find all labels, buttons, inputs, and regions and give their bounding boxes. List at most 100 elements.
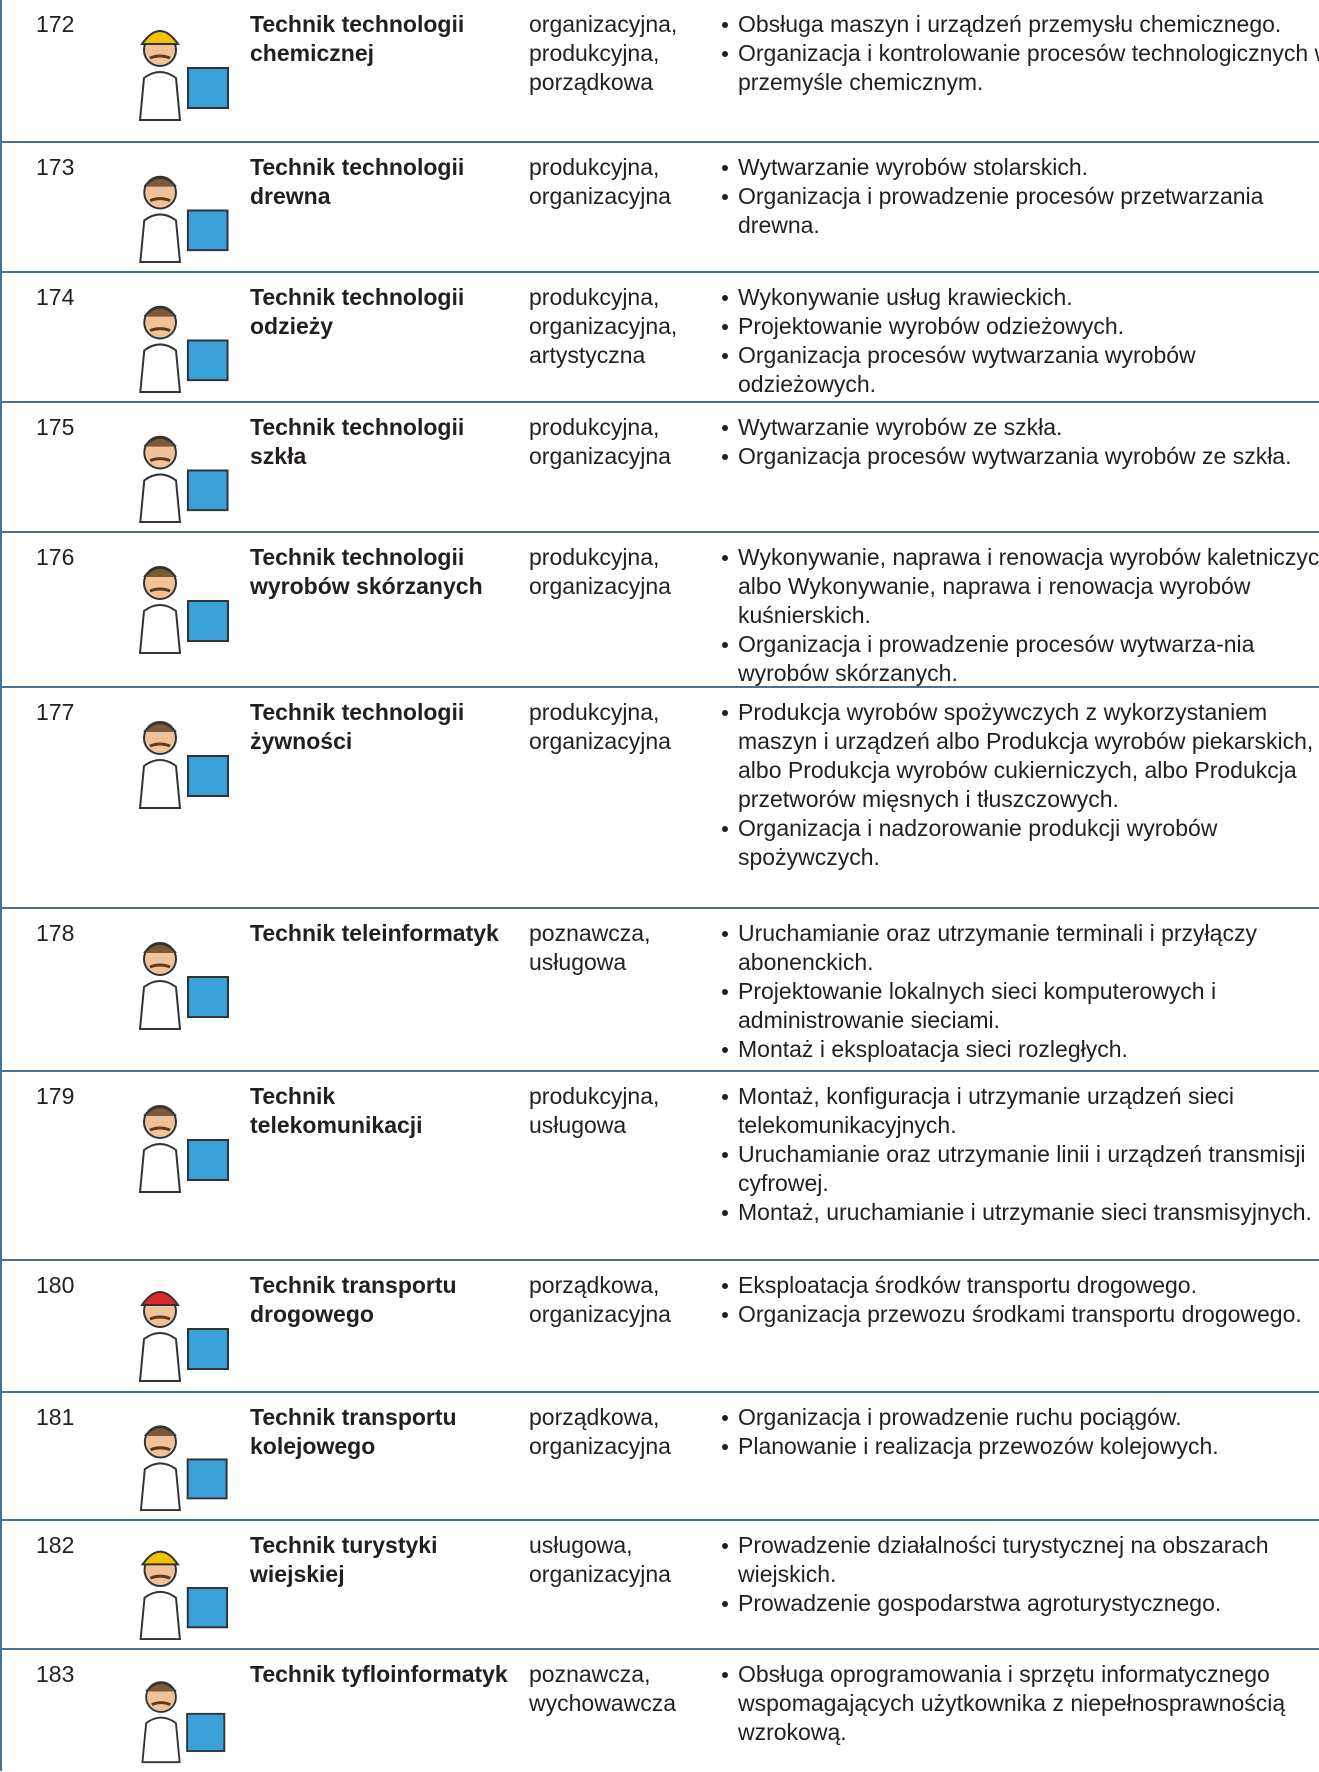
task-list: Organizacja i prowadzenie ruchu pociągów…	[714, 1403, 1319, 1461]
row-number: 179	[36, 1083, 75, 1109]
task-item: Organizacja i prowadzenie procesów wytwa…	[722, 630, 1319, 688]
row-number: 180	[36, 1272, 75, 1298]
table-row: 183 Technik tyfloinformatyk poznawcza, wy…	[2, 1648, 1319, 1771]
task-item: Organizacja procesów wytwarzania wyrobów…	[722, 442, 1319, 471]
row-number: 181	[36, 1404, 75, 1430]
task-item: Organizacja przewozu środkami transportu…	[722, 1300, 1319, 1329]
row-number: 172	[36, 11, 75, 37]
row-number: 182	[36, 1532, 75, 1558]
illustration	[110, 541, 240, 663]
task-item: Uruchamianie oraz utrzymanie linii i urz…	[722, 1140, 1319, 1198]
illustration	[110, 1080, 240, 1202]
profession-name: Technik technologii chemicznej	[250, 11, 465, 66]
illustration-svg	[139, 1425, 228, 1512]
row-number: 175	[36, 414, 75, 440]
task-list: Uruchamianie oraz utrzymanie terminali i…	[714, 919, 1319, 1064]
task-item: Wytwarzanie wyrobów stolarskich.	[722, 153, 1319, 182]
task-list: Prowadzenie działalności turystycznej na…	[714, 1531, 1319, 1618]
interest-areas: usługowa, organizacyjna	[529, 1532, 671, 1587]
profession-name: Technik technologii odzieży	[250, 284, 465, 339]
table-row: 179 Technik telekomunikacji produkcyjna, …	[2, 1070, 1319, 1259]
profession-name: Technik transportu drogowego	[250, 1272, 457, 1327]
illustration	[110, 696, 240, 818]
task-item: Prowadzenie gospodarstwa agroturystyczne…	[722, 1589, 1319, 1618]
row-number: 174	[36, 284, 75, 310]
illustration-svg	[138, 1291, 229, 1382]
row-number: 173	[36, 154, 75, 180]
illustration	[110, 151, 240, 272]
illustration-svg	[139, 1550, 229, 1641]
task-item: Montaż, uruchamianie i utrzymanie sieci …	[722, 1198, 1319, 1227]
illustration	[110, 1529, 240, 1649]
profession-name: Technik teleinformatyk	[250, 920, 499, 946]
task-list: Obsługa maszyn i urządzeń przemysłu chem…	[714, 10, 1319, 97]
row-number: 177	[36, 699, 75, 725]
illustration-svg	[139, 175, 229, 264]
illustration-svg	[138, 566, 229, 654]
task-item: Produkcja wyrobów spożywczych z wykorzys…	[722, 698, 1319, 814]
task-list: Montaż, konfiguracja i utrzymanie urządz…	[714, 1082, 1319, 1227]
illustration	[110, 411, 240, 532]
row-number: 178	[36, 920, 75, 946]
profession-name: Technik technologii szkła	[250, 414, 465, 469]
task-item: Projektowanie wyrobów odzieżowych.	[722, 312, 1319, 341]
table-row: 173 Technik technologii drewna produkcyjn…	[2, 141, 1319, 271]
row-number: 176	[36, 544, 75, 570]
interest-areas: produkcyjna, organizacyjna	[529, 699, 671, 754]
task-item: Prowadzenie działalności turystycznej na…	[722, 1531, 1319, 1589]
profession-name: Technik tyfloinformatyk	[250, 1661, 508, 1687]
illustration-svg	[139, 305, 229, 394]
task-item: Obsługa maszyn i urządzeń przemysłu chem…	[722, 10, 1319, 39]
illustration	[110, 8, 240, 130]
task-list: Eksploatacja środków transportu drogoweg…	[714, 1271, 1319, 1329]
interest-areas: produkcyjna, organizacyjna	[529, 414, 671, 469]
profession-name: Technik transportu kolejowego	[250, 1404, 457, 1459]
task-list: Wykonywanie usług krawieckich. Projektowa…	[714, 283, 1319, 399]
table-row: 175 Technik technologii szkła produkcyjna…	[2, 401, 1319, 531]
table-row: 181 Technik transportu kolejowego porządk…	[2, 1391, 1319, 1519]
task-list: Wytwarzanie wyrobów ze szkła. Organizacja…	[714, 413, 1319, 471]
task-item: Eksploatacja środków transportu drogoweg…	[722, 1271, 1319, 1300]
task-item: Montaż i eksploatacja sieci rozległych.	[722, 1035, 1319, 1064]
row-number: 183	[36, 1661, 75, 1687]
interest-areas: poznawcza, usługowa	[529, 920, 651, 975]
profession-name: Technik telekomunikacji	[250, 1083, 423, 1138]
interest-areas: produkcyjna, organizacyjna	[529, 544, 671, 599]
profession-name: Technik turystyki wiejskiej	[250, 1532, 438, 1587]
illustration	[110, 1401, 240, 1520]
profession-name: Technik technologii wyrobów skórzanych	[250, 544, 483, 599]
illustration-svg	[138, 30, 229, 121]
task-item: Planowanie i realizacja przewozów kolejo…	[722, 1432, 1319, 1461]
profession-name: Technik technologii drewna	[250, 154, 465, 209]
task-item: Organizacja procesów wytwarzania wyrobów…	[722, 341, 1319, 399]
task-item: Montaż, konfiguracja i utrzymanie urządz…	[722, 1082, 1319, 1140]
interest-areas: organizacyjna, produkcyjna, porządkowa	[529, 11, 678, 95]
task-item: Wytwarzanie wyrobów ze szkła.	[722, 413, 1319, 442]
task-list: Wytwarzanie wyrobów stolarskich. Organiza…	[714, 153, 1319, 240]
task-item: Organizacja i prowadzenie procesów przet…	[722, 182, 1319, 240]
task-list: Obsługa oprogramowania i sprzętu informa…	[714, 1660, 1319, 1747]
table-row: 176 Technik technologii wyrobów skórzany…	[2, 531, 1319, 686]
task-item: Organizacja i prowadzenie ruchu pociągów…	[722, 1403, 1319, 1432]
task-item: Organizacja i nadzorowanie produkcji wyr…	[722, 814, 1319, 872]
illustration	[110, 917, 240, 1039]
table-row: 180 Technik transportu drogowego porządko…	[2, 1259, 1319, 1391]
illustration-svg	[139, 435, 229, 524]
task-list: Wykonywanie, naprawa i renowacja wyrobów…	[714, 543, 1319, 688]
illustration-svg	[138, 942, 229, 1030]
table-row: 172 Technik technologii chemicznej organi…	[2, 0, 1319, 141]
illustration-svg	[138, 721, 229, 809]
table-row: 178 Technik teleinformatyk poznawcza, usł…	[2, 907, 1319, 1070]
profession-name: Technik technologii żywności	[250, 699, 465, 754]
task-item: Obsługa oprogramowania i sprzętu informa…	[722, 1660, 1319, 1747]
illustration-svg	[141, 1681, 226, 1764]
task-item: Projektowanie lokalnych sieci komputerow…	[722, 977, 1319, 1035]
interest-areas: porządkowa, organizacyjna	[529, 1404, 671, 1459]
table-row: 182 Technik turystyki wiejskiej usługowa,…	[2, 1519, 1319, 1648]
interest-areas: produkcyjna, organizacyjna	[529, 154, 671, 209]
illustration-svg	[138, 1105, 229, 1193]
interest-areas: produkcyjna, usługowa	[529, 1083, 660, 1138]
task-item: Wykonywanie usług krawieckich.	[722, 283, 1319, 312]
